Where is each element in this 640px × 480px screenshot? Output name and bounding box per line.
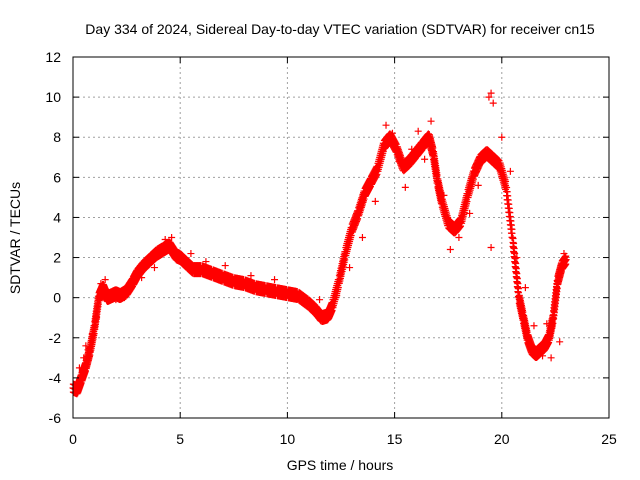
data-point [401, 183, 409, 191]
data-point [408, 145, 416, 153]
data-point [388, 129, 396, 137]
data-point [455, 234, 463, 241]
data-point [547, 354, 555, 362]
data-point [333, 292, 341, 300]
data-point [112, 296, 120, 304]
y-tick-label: 4 [53, 209, 61, 225]
grid-lines [73, 57, 609, 418]
data-point [150, 264, 158, 272]
data-point [506, 167, 514, 175]
data-point [371, 197, 379, 205]
data-point [80, 354, 88, 362]
data-point [316, 296, 324, 304]
data-point [514, 285, 522, 293]
data-point [271, 276, 279, 284]
data-point [395, 157, 403, 165]
data-point [481, 155, 489, 163]
plot-frame [72, 56, 610, 419]
data-point [539, 352, 547, 360]
data-point [322, 310, 330, 318]
data-point [485, 93, 493, 101]
data-point [84, 346, 92, 354]
data-point [138, 274, 146, 282]
y-tick-label: 2 [53, 250, 61, 266]
data-point [414, 127, 422, 135]
y-tick-label: -4 [49, 370, 62, 386]
data-point [521, 284, 529, 292]
data-point [508, 225, 516, 233]
data-point [487, 89, 495, 97]
data-point [247, 272, 255, 280]
data-point [530, 322, 538, 330]
x-tick-label: 25 [601, 431, 617, 447]
y-tick-label: 8 [53, 129, 61, 145]
data-point [75, 364, 83, 372]
data-point [382, 121, 390, 129]
data-point [421, 155, 429, 163]
data-point [433, 171, 441, 179]
x-tick-label: 0 [69, 431, 77, 447]
data-point [187, 250, 195, 258]
x-tick-label: 5 [176, 431, 184, 447]
data-point [334, 284, 342, 292]
data-point [556, 338, 564, 346]
data-point [562, 256, 570, 264]
data-point [88, 330, 96, 338]
data-point [120, 294, 128, 302]
data-point [474, 181, 482, 189]
data-point [469, 175, 477, 183]
x-tick-label: 15 [387, 431, 403, 447]
y-tick-label: 6 [53, 169, 61, 185]
data-point [82, 342, 90, 350]
y-tick-label: 0 [53, 290, 61, 306]
data-point [93, 314, 101, 322]
data-points [69, 89, 570, 398]
data-point [347, 231, 355, 239]
y-tick-label: -6 [49, 410, 62, 426]
y-tick-label: 12 [45, 49, 61, 65]
x-axis-label: GPS time / hours [287, 457, 394, 473]
data-point [498, 133, 506, 141]
data-point [161, 236, 169, 244]
data-point [463, 198, 471, 206]
data-point [341, 256, 349, 264]
data-point [168, 234, 176, 241]
y-tick-label: -2 [49, 330, 62, 346]
data-point [202, 258, 210, 266]
data-point [513, 254, 521, 262]
data-point [94, 300, 102, 308]
data-point [221, 262, 229, 270]
y-axis-label: SDTVAR / TECUs [7, 182, 23, 294]
data-point [97, 280, 105, 288]
data-point [358, 234, 366, 241]
axis-ticks [72, 56, 610, 419]
data-point [487, 244, 495, 252]
data-point [543, 320, 551, 328]
x-tick-label: 10 [280, 431, 296, 447]
data-point [446, 246, 454, 254]
x-tick-label: 20 [494, 431, 510, 447]
data-point [440, 191, 448, 199]
data-point [346, 264, 354, 272]
data-point [553, 285, 561, 293]
data-point [296, 290, 304, 298]
data-point [489, 99, 497, 107]
data-point [101, 276, 109, 284]
chart-title: Day 334 of 2024, Sidereal Day-to-day VTE… [85, 21, 595, 37]
data-point [560, 250, 568, 258]
tick-labels: 0 5 10 15 20 25 -6 -4 -2 0 2 4 6 8 10 12 [45, 49, 617, 447]
y-tick-label: 10 [45, 89, 61, 105]
data-point [427, 117, 435, 125]
data-point [502, 178, 510, 186]
data-point [466, 209, 474, 217]
